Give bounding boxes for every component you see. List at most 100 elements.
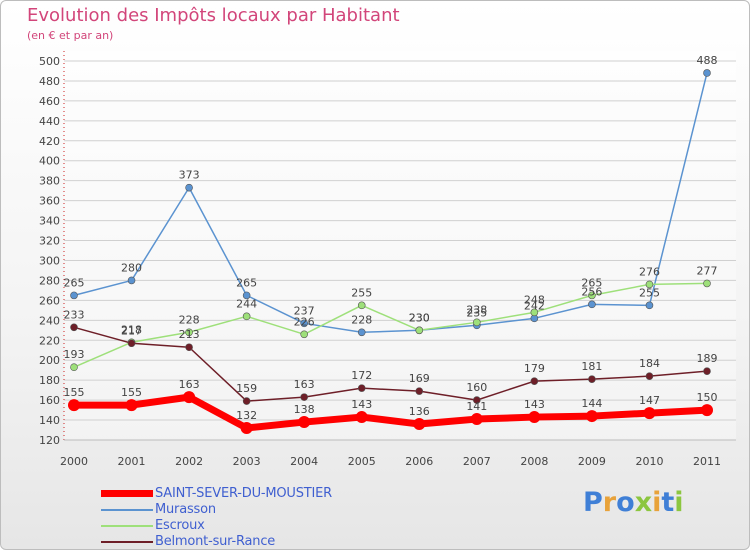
legend-label: Escroux — [155, 518, 205, 533]
y-tick-label: 360 — [39, 195, 60, 208]
y-tick-label: 160 — [39, 394, 60, 407]
x-tick-label: 2005 — [348, 455, 376, 468]
y-tick-label: 140 — [39, 414, 60, 427]
y-tick-label: 240 — [39, 314, 60, 327]
data-point — [413, 418, 426, 431]
data-point — [415, 387, 424, 395]
data-label: 238 — [466, 303, 487, 316]
data-label: 213 — [179, 328, 200, 341]
data-label: 155 — [121, 386, 142, 399]
data-label: 256 — [581, 285, 602, 298]
data-point — [357, 384, 366, 392]
data-label: 163 — [294, 378, 315, 391]
data-point — [530, 308, 539, 317]
data-point — [300, 330, 308, 339]
series-line — [73, 72, 708, 334]
data-point — [588, 375, 596, 383]
legend-label: Belmont-sur-Rance — [155, 534, 276, 549]
data-label: 265 — [64, 276, 85, 289]
data-point — [703, 279, 711, 288]
logo-letter: x — [634, 487, 653, 518]
data-label: 233 — [64, 308, 85, 321]
y-tick-label: 320 — [39, 235, 60, 248]
chart-title: Evolution des Impôts locaux par Habitant — [27, 5, 400, 26]
legend-label: Murasson — [155, 502, 216, 517]
data-label: 218 — [121, 323, 142, 336]
data-point — [528, 411, 541, 424]
data-label: 159 — [236, 382, 257, 395]
y-tick-label: 220 — [39, 334, 60, 347]
data-label: 373 — [179, 169, 200, 182]
y-tick-label: 380 — [39, 175, 60, 188]
data-point — [645, 301, 654, 310]
data-point — [588, 300, 596, 309]
data-label: 244 — [236, 297, 257, 310]
data-label: 169 — [409, 372, 430, 385]
legend-label: SAINT-SEVER-DU-MOUSTIER — [155, 486, 333, 501]
data-point — [70, 363, 78, 371]
data-point — [298, 416, 311, 429]
data-point — [357, 301, 366, 310]
y-tick-label: 300 — [39, 254, 60, 267]
data-point — [643, 407, 656, 420]
data-label: 136 — [409, 405, 430, 418]
data-label: 138 — [294, 403, 315, 416]
data-label: 143 — [351, 398, 372, 411]
x-tick-label: 2011 — [693, 455, 721, 468]
data-point — [703, 367, 711, 375]
plot-area — [64, 51, 736, 440]
data-point — [473, 396, 481, 404]
data-label: 242 — [524, 299, 545, 312]
data-point — [242, 312, 251, 321]
y-tick-label: 440 — [39, 115, 60, 128]
data-label: 181 — [581, 360, 602, 373]
series-line — [73, 326, 708, 402]
logo-letter: P — [583, 487, 603, 518]
y-tick-label: 280 — [39, 274, 60, 287]
data-label: 160 — [466, 381, 487, 394]
data-point — [70, 323, 78, 332]
data-point — [185, 343, 193, 352]
logo-letter: r — [602, 487, 617, 518]
data-point — [127, 339, 136, 348]
legend-swatch — [101, 525, 153, 527]
data-label: 132 — [236, 409, 257, 422]
data-label: 179 — [524, 362, 545, 375]
data-point — [242, 397, 251, 405]
x-tick-label: 2000 — [60, 455, 88, 468]
x-tick-label: 2002 — [175, 455, 203, 468]
logo-letter: i — [674, 487, 684, 518]
data-label: 255 — [639, 286, 660, 299]
x-tick-label: 2007 — [463, 455, 491, 468]
data-point — [300, 319, 308, 328]
data-label: 172 — [351, 369, 372, 382]
legend-swatch — [101, 509, 153, 511]
y-tick-label: 480 — [39, 75, 60, 88]
data-label: 248 — [524, 293, 545, 306]
data-label: 228 — [351, 313, 372, 326]
proxiti-logo: Proxiti — [583, 487, 684, 518]
x-tick-label: 2009 — [578, 455, 606, 468]
y-tick-label: 120 — [39, 434, 60, 447]
data-label: 230 — [409, 311, 430, 324]
data-point — [585, 410, 598, 423]
series-line — [70, 393, 711, 432]
data-label: 147 — [639, 394, 660, 407]
data-label: 265 — [236, 276, 257, 289]
y-tick-label: 420 — [39, 135, 60, 148]
data-label: 237 — [294, 304, 315, 317]
data-point — [185, 183, 193, 192]
data-point — [470, 413, 483, 426]
data-point — [185, 328, 193, 337]
data-point — [703, 69, 711, 77]
x-tick-label: 2001 — [118, 455, 146, 468]
data-point — [530, 377, 539, 385]
data-label: 150 — [697, 391, 718, 404]
data-point — [127, 276, 136, 285]
data-label: 217 — [121, 324, 142, 337]
x-tick-label: 2004 — [290, 455, 318, 468]
chart-subtitle: (en € et par an) — [27, 29, 114, 42]
y-tick-label: 460 — [39, 95, 60, 108]
data-point — [242, 291, 251, 300]
